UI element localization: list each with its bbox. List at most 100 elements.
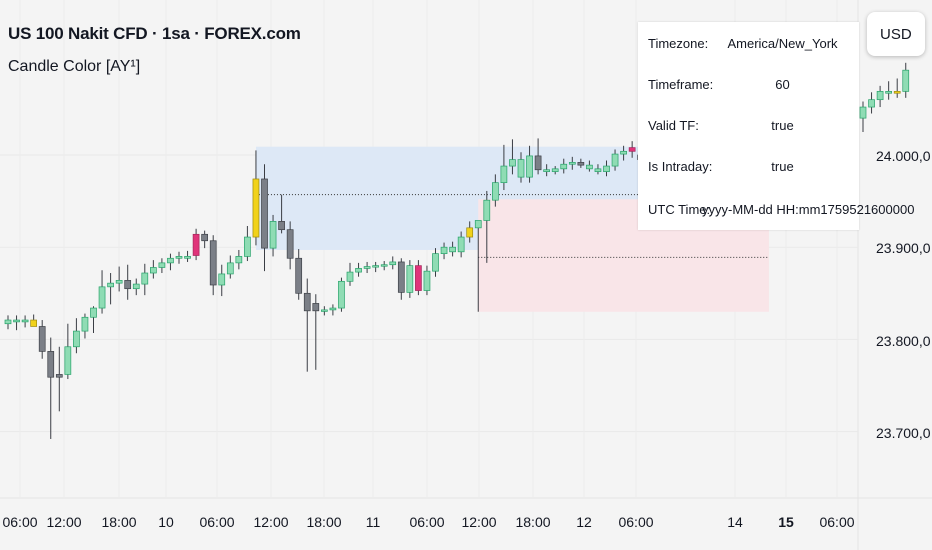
candle[interactable]	[13, 315, 20, 331]
candle-body	[440, 246, 448, 255]
candle[interactable]	[244, 225, 251, 262]
candle[interactable]	[269, 214, 277, 257]
candle[interactable]	[107, 273, 114, 305]
time-label: 11	[365, 514, 381, 530]
candle-body	[594, 168, 602, 172]
candle[interactable]	[560, 158, 568, 174]
candle[interactable]	[902, 62, 910, 98]
candle[interactable]	[628, 141, 636, 158]
candle-body	[380, 264, 388, 267]
candle[interactable]	[423, 265, 431, 296]
candle[interactable]	[226, 255, 234, 279]
candle[interactable]	[509, 139, 516, 175]
candle[interactable]	[55, 346, 63, 412]
candle[interactable]	[380, 261, 388, 271]
candle[interactable]	[312, 294, 320, 370]
candle[interactable]	[218, 264, 226, 297]
candle-body	[893, 91, 901, 94]
candle[interactable]	[568, 156, 576, 170]
candle-body	[321, 309, 328, 312]
candle[interactable]	[252, 150, 260, 246]
candle[interactable]	[38, 320, 46, 359]
candle[interactable]	[47, 337, 55, 439]
candle[interactable]	[321, 306, 328, 316]
candle[interactable]	[500, 144, 508, 191]
candle[interactable]	[175, 251, 183, 264]
candle[interactable]	[466, 221, 474, 243]
time-label: 18:00	[101, 514, 137, 530]
candle[interactable]	[158, 258, 166, 274]
candle[interactable]	[90, 306, 97, 333]
candle[interactable]	[167, 253, 174, 271]
candle[interactable]	[363, 261, 371, 274]
candle[interactable]	[192, 228, 200, 261]
candle[interactable]	[517, 152, 525, 183]
candle[interactable]	[21, 315, 29, 328]
info-key: Timezone:	[648, 36, 709, 51]
candle-body	[235, 256, 243, 264]
candle[interactable]	[534, 138, 542, 175]
candle[interactable]	[483, 190, 491, 263]
candle[interactable]	[474, 220, 482, 312]
candle[interactable]	[338, 277, 345, 312]
indicator-legend[interactable]: Candle Color [AY¹]	[8, 58, 141, 75]
candle[interactable]	[201, 230, 208, 249]
candle[interactable]	[876, 85, 884, 108]
candle[interactable]	[4, 315, 12, 330]
candle[interactable]	[577, 158, 585, 168]
time-label: 06:00	[2, 514, 38, 530]
currency-button[interactable]: USD	[867, 12, 925, 56]
candle[interactable]	[526, 145, 533, 183]
candle[interactable]	[98, 270, 106, 314]
candle[interactable]	[397, 258, 405, 300]
candle[interactable]	[355, 262, 362, 277]
candle[interactable]	[132, 278, 140, 296]
candle[interactable]	[492, 174, 499, 207]
candle[interactable]	[209, 235, 217, 296]
candle[interactable]	[372, 261, 379, 273]
candle[interactable]	[278, 194, 285, 234]
candle[interactable]	[457, 231, 465, 258]
candle[interactable]	[30, 314, 37, 327]
candle[interactable]	[551, 166, 559, 175]
candle[interactable]	[184, 250, 191, 262]
candle-body	[346, 271, 354, 282]
time-label: 12	[576, 514, 592, 530]
candle[interactable]	[64, 323, 72, 380]
candle[interactable]	[440, 242, 448, 260]
candle-body	[534, 155, 542, 171]
candle[interactable]	[389, 256, 397, 270]
candle[interactable]	[415, 260, 422, 296]
candle[interactable]	[893, 78, 901, 98]
candle-body	[295, 257, 303, 294]
candle[interactable]	[449, 241, 456, 257]
symbol-title[interactable]: US 100 Nakit CFD · 1sa · FOREX.com	[8, 24, 301, 43]
candle[interactable]	[406, 260, 414, 298]
candle-body	[885, 91, 893, 94]
candle[interactable]	[150, 260, 157, 279]
candle[interactable]	[295, 249, 303, 300]
candle[interactable]	[115, 266, 123, 292]
candle[interactable]	[620, 145, 627, 161]
candle[interactable]	[603, 160, 610, 177]
candle[interactable]	[346, 262, 354, 286]
candle[interactable]	[329, 304, 337, 316]
candle[interactable]	[73, 318, 80, 354]
candle[interactable]	[303, 278, 311, 372]
candle[interactable]	[543, 164, 551, 177]
candle[interactable]	[432, 248, 439, 277]
candle[interactable]	[594, 164, 602, 175]
candle[interactable]	[586, 160, 593, 172]
candle[interactable]	[124, 264, 132, 300]
candle[interactable]	[868, 92, 875, 114]
candle[interactable]	[859, 101, 867, 132]
candle[interactable]	[286, 221, 294, 270]
candle[interactable]	[235, 249, 243, 270]
candle[interactable]	[611, 149, 619, 171]
candle[interactable]	[141, 263, 149, 296]
candle[interactable]	[81, 313, 89, 339]
candle-body	[568, 162, 576, 165]
candle[interactable]	[885, 81, 893, 100]
candle[interactable]	[261, 164, 268, 272]
